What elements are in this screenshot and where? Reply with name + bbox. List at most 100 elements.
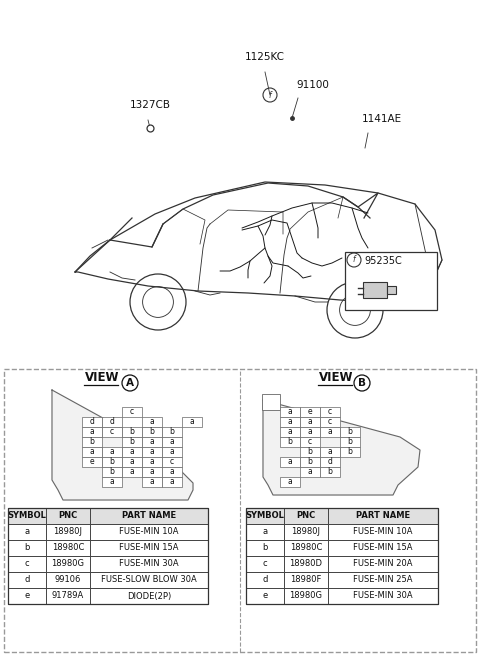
- Bar: [320, 467, 340, 477]
- Bar: [280, 417, 300, 427]
- Text: FUSE-MIN 30A: FUSE-MIN 30A: [353, 591, 413, 601]
- Bar: [300, 417, 320, 427]
- Bar: [246, 508, 438, 524]
- Text: b: b: [150, 428, 155, 436]
- Text: b: b: [90, 438, 95, 447]
- Text: FUSE-MIN 10A: FUSE-MIN 10A: [119, 527, 179, 536]
- Text: FUSE-SLOW BLOW 30A: FUSE-SLOW BLOW 30A: [101, 576, 197, 584]
- Bar: [142, 447, 162, 457]
- Bar: [280, 457, 300, 467]
- Bar: [182, 417, 202, 427]
- Bar: [280, 477, 300, 487]
- Text: FUSE-MIN 20A: FUSE-MIN 20A: [353, 559, 413, 569]
- Bar: [142, 427, 162, 437]
- Bar: [102, 477, 122, 487]
- Text: b: b: [288, 438, 292, 447]
- Text: a: a: [150, 417, 155, 426]
- Bar: [162, 427, 182, 437]
- Bar: [122, 407, 142, 417]
- Bar: [8, 540, 208, 556]
- Text: a: a: [288, 428, 292, 436]
- Bar: [320, 447, 340, 457]
- Text: 1141AE: 1141AE: [362, 114, 402, 124]
- Text: a: a: [24, 527, 30, 536]
- Bar: [82, 417, 102, 427]
- Bar: [82, 427, 102, 437]
- Text: a: a: [308, 468, 312, 476]
- Bar: [142, 477, 162, 487]
- Bar: [262, 394, 280, 410]
- Text: a: a: [150, 438, 155, 447]
- Text: b: b: [348, 438, 352, 447]
- Text: e: e: [90, 457, 94, 466]
- Bar: [8, 508, 208, 604]
- Bar: [82, 457, 102, 467]
- Text: d: d: [24, 576, 30, 584]
- Text: 18980C: 18980C: [290, 544, 322, 553]
- Bar: [320, 457, 340, 467]
- Text: f: f: [269, 90, 271, 100]
- Text: SYMBOL: SYMBOL: [8, 512, 47, 521]
- Bar: [122, 447, 142, 457]
- Text: 18980C: 18980C: [52, 544, 84, 553]
- Bar: [102, 447, 122, 457]
- Text: a: a: [169, 477, 174, 487]
- Text: a: a: [150, 477, 155, 487]
- Text: b: b: [130, 438, 134, 447]
- Bar: [142, 417, 162, 427]
- Bar: [320, 407, 340, 417]
- Text: 95235C: 95235C: [364, 256, 402, 266]
- Text: a: a: [130, 468, 134, 476]
- Text: c: c: [308, 438, 312, 447]
- Bar: [320, 427, 340, 437]
- Bar: [4, 369, 476, 652]
- Text: c: c: [130, 407, 134, 417]
- Text: 18980D: 18980D: [289, 559, 323, 569]
- Bar: [246, 588, 438, 604]
- Text: b: b: [24, 544, 30, 553]
- Text: d: d: [109, 417, 114, 426]
- Text: 1125KC: 1125KC: [245, 52, 285, 62]
- Text: 1327CB: 1327CB: [130, 100, 171, 110]
- Text: a: a: [109, 447, 114, 457]
- Text: b: b: [308, 457, 312, 466]
- Text: A: A: [126, 378, 134, 388]
- Text: FUSE-MIN 10A: FUSE-MIN 10A: [353, 527, 413, 536]
- Text: a: a: [130, 447, 134, 457]
- Text: 18980F: 18980F: [290, 576, 322, 584]
- Bar: [300, 407, 320, 417]
- Text: 91789A: 91789A: [52, 591, 84, 601]
- Text: b: b: [348, 428, 352, 436]
- Bar: [102, 457, 122, 467]
- Text: b: b: [109, 468, 114, 476]
- Circle shape: [347, 253, 361, 267]
- Text: f: f: [353, 255, 355, 265]
- Bar: [162, 477, 182, 487]
- Text: PNC: PNC: [296, 512, 316, 521]
- Bar: [340, 437, 360, 447]
- Text: a: a: [288, 457, 292, 466]
- Bar: [246, 508, 438, 604]
- Bar: [246, 524, 438, 540]
- Bar: [280, 437, 300, 447]
- Text: a: a: [190, 417, 194, 426]
- Bar: [162, 457, 182, 467]
- Text: a: a: [90, 428, 95, 436]
- Bar: [102, 427, 122, 437]
- Bar: [162, 447, 182, 457]
- Text: a: a: [169, 468, 174, 476]
- Bar: [122, 427, 142, 437]
- Circle shape: [122, 375, 138, 391]
- Polygon shape: [52, 390, 193, 500]
- Bar: [300, 447, 320, 457]
- Bar: [142, 457, 162, 467]
- Text: VIEW: VIEW: [85, 371, 119, 384]
- Text: e: e: [308, 407, 312, 417]
- Text: PNC: PNC: [59, 512, 78, 521]
- Text: B: B: [358, 378, 366, 388]
- Text: d: d: [90, 417, 95, 426]
- Bar: [320, 417, 340, 427]
- Text: FUSE-MIN 30A: FUSE-MIN 30A: [119, 559, 179, 569]
- Text: c: c: [263, 559, 267, 569]
- Text: b: b: [130, 428, 134, 436]
